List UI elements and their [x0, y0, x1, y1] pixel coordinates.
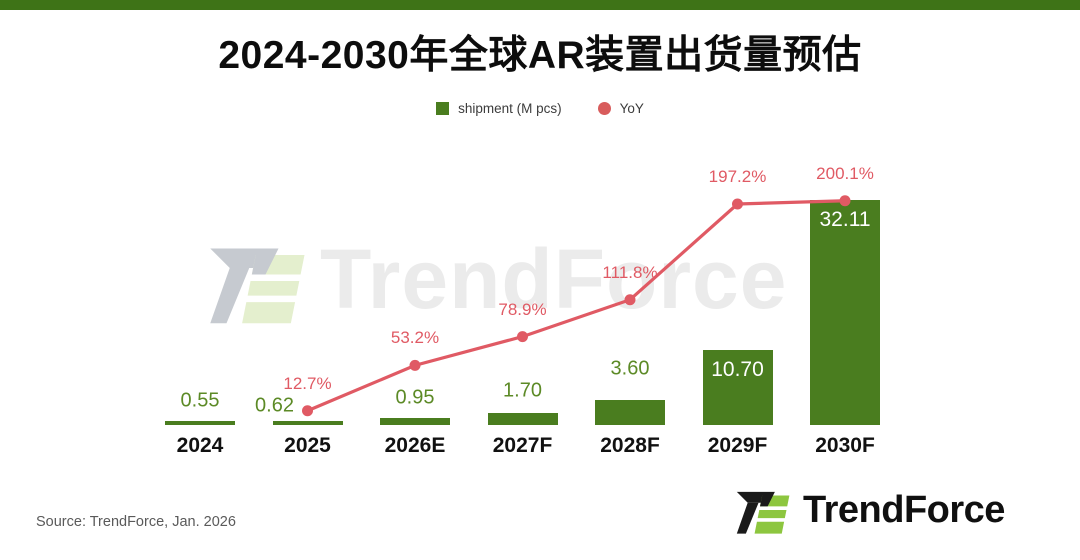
chart-legend: shipment (M pcs) YoY: [0, 101, 1080, 116]
footer-logo: TrendForce: [735, 483, 1005, 537]
bar-2029F: [702, 350, 773, 425]
bar-2024: [165, 421, 235, 425]
legend-label-shipment: shipment (M pcs): [458, 101, 562, 116]
footer-logo-text: TrendForce: [803, 488, 1005, 531]
legend-item-shipment: shipment (M pcs): [436, 101, 562, 116]
top-accent-bar: [0, 0, 1080, 10]
legend-item-yoy: YoY: [597, 101, 644, 116]
legend-dot-icon: [597, 102, 611, 115]
bar-2025: [272, 420, 343, 425]
page-title: 2024-2030年全球AR装置出货量预估: [218, 34, 862, 77]
bar-2030F: [810, 200, 880, 425]
legend-label-yoy: YoY: [619, 101, 644, 116]
bar-2028F: [595, 399, 665, 425]
bar-2027F: [487, 413, 558, 425]
legend-square-icon: [436, 102, 450, 115]
source-note: Source: TrendForce, Jan. 2026: [36, 514, 236, 530]
bar-2026E: [380, 418, 450, 425]
trendforce-logo-icon: [736, 491, 790, 534]
